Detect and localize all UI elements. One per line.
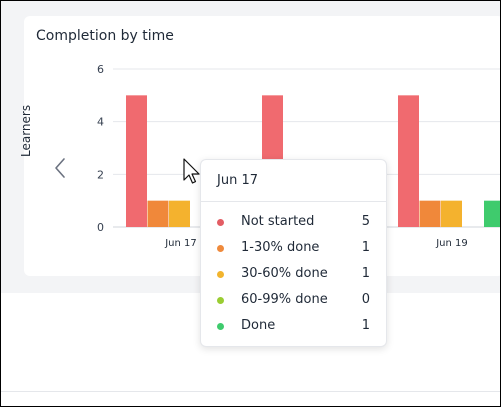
tooltip-row-60-99: 60-99% done 0 [201,290,386,310]
tooltip-row-value: 1 [361,318,370,333]
bar-not-started-jun-19[interactable] [398,95,419,227]
bar-30-60-done-jun-19[interactable] [441,200,462,227]
x-tick-label: Jun 19 [435,238,468,249]
chart-tooltip: Jun 17 Not started 5 1-30% done 1 30-60%… [200,159,387,347]
legend-dot-icon [217,323,224,330]
y-tick-label: 4 [97,116,104,129]
bar-done-jun-19[interactable] [484,200,500,227]
tooltip-row-label: 30-60% done [241,266,328,281]
tooltip-date: Jun 17 [217,173,258,188]
legend-dot-icon [217,297,224,304]
tooltip-row-value: 1 [361,240,370,255]
bar-1-30-done-jun-19[interactable] [419,200,441,227]
tooltip-row-not-started: Not started 5 [201,212,386,232]
tooltip-row-label: Not started [241,214,315,229]
tooltip-row-label: 1-30% done [241,240,320,255]
legend-dot-icon [217,219,224,226]
tooltip-row-value: 1 [361,266,370,281]
y-tick-label: 2 [97,168,104,181]
tooltip-row-value: 0 [361,292,370,307]
chart-bars [126,95,500,227]
previous-period-button[interactable] [51,155,71,181]
y-tick-label: 6 [97,63,104,76]
bar-not-started-jun-17[interactable] [126,95,147,227]
bar-1-30-done-jun-17[interactable] [147,200,169,227]
chart-y-ticks: 0 2 4 6 [97,63,104,234]
tooltip-row-value: 5 [361,214,370,229]
tooltip-row-done: Done 1 [201,316,386,336]
legend-dot-icon [217,245,224,252]
legend-dot-icon [217,271,224,278]
bar-30-60-done-jun-17[interactable] [169,200,190,227]
y-tick-label: 0 [97,221,104,234]
chart-title: Completion by time [36,28,174,44]
x-tick-label: Jun 17 [164,238,197,249]
mouse-pointer-icon [183,158,200,184]
tooltip-row-label: Done [241,318,276,333]
tooltip-divider [201,201,386,202]
tooltip-row-label: 60-99% done [241,292,328,307]
tooltip-row-30-60: 30-60% done 1 [201,264,386,284]
section-divider [1,391,500,392]
y-axis-title: Learners [19,104,33,157]
chart-x-ticks: Jun 17 Jun 19 [164,238,468,249]
chevron-left-icon [55,158,65,178]
tooltip-row-1-30: 1-30% done 1 [201,238,386,258]
